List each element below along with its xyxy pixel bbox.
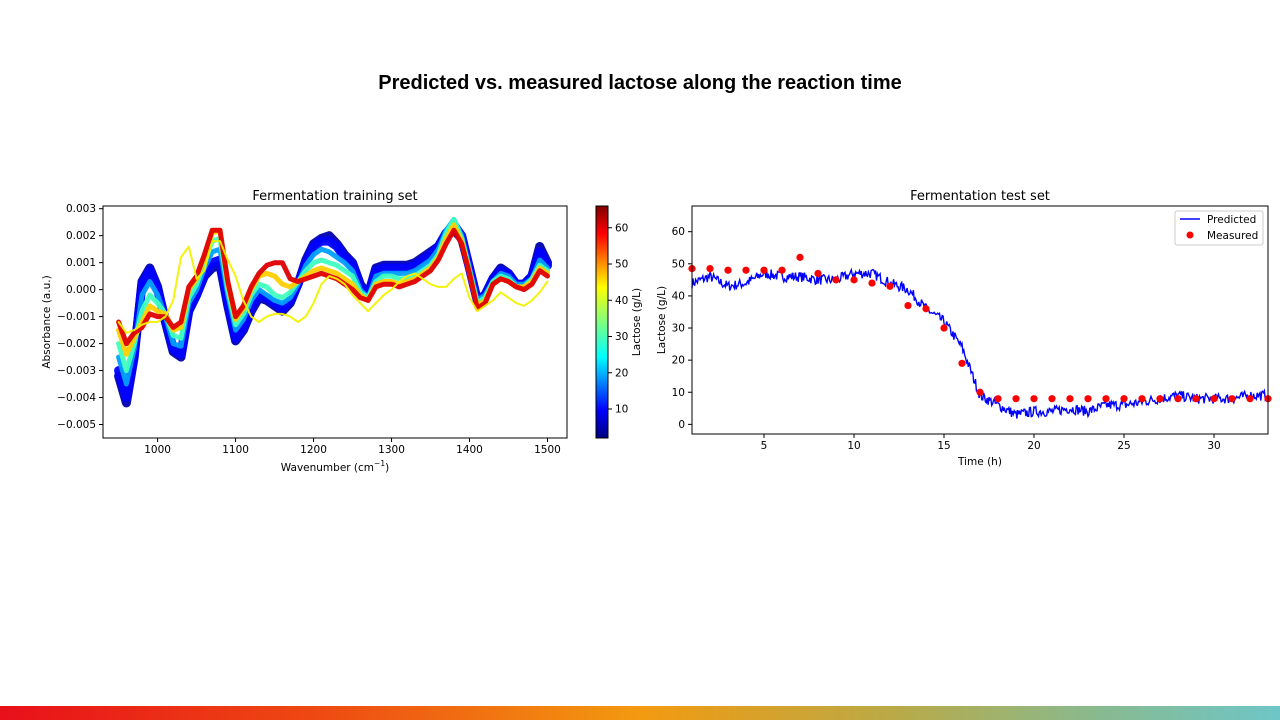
measured-point <box>940 324 948 332</box>
y-tick-label: 10 <box>672 387 685 399</box>
measured-point <box>886 282 894 290</box>
test-x-ticks: 5 10 15 20 25 30 <box>761 434 1221 452</box>
measured-point <box>760 266 768 274</box>
measured-point <box>778 266 786 274</box>
measured-point <box>868 279 876 287</box>
measured-point <box>1228 395 1236 403</box>
test-chart-title: Fermentation test set <box>910 189 1050 204</box>
y-tick-label: 60 <box>672 226 685 238</box>
colorbar-tick-label: 40 <box>615 295 628 307</box>
x-tick-label: 1100 <box>222 444 249 456</box>
y-tick-label: 0.002 <box>66 230 96 242</box>
measured-point <box>1102 395 1110 403</box>
test-y-axis-label: Lactose (g/L) <box>656 286 668 354</box>
y-tick-label: −0.002 <box>57 338 96 350</box>
training-x-ticks: 1000 1100 1200 1300 1400 1500 <box>144 438 561 456</box>
measured-point <box>976 388 984 396</box>
legend-measured-swatch <box>1186 231 1194 239</box>
y-tick-label: 0.001 <box>66 257 96 269</box>
measured-point <box>796 253 804 261</box>
x-tick-label: 1500 <box>534 444 561 456</box>
legend-measured-label: Measured <box>1207 230 1258 242</box>
spectra-lines <box>114 217 552 408</box>
x-tick-label: 1300 <box>378 444 405 456</box>
measured-point <box>1192 395 1200 403</box>
training-y-axis-label: Absorbance (a.u.) <box>41 275 53 368</box>
measured-point <box>922 305 930 313</box>
measured-point <box>832 276 840 284</box>
spectrum-line <box>117 240 549 334</box>
measured-point <box>1156 395 1164 403</box>
legend-predicted-label: Predicted <box>1207 214 1256 226</box>
x-tick-label: 30 <box>1207 440 1220 452</box>
test-y-ticks: 0 10 20 30 40 50 60 <box>672 226 692 431</box>
measured-point <box>904 301 912 310</box>
measured-point <box>1066 395 1074 403</box>
colorbar-ticks: 10 20 30 40 50 60 <box>608 222 628 416</box>
measured-point <box>1210 395 1218 403</box>
training-y-ticks: −0.005 −0.004 −0.003 −0.002 −0.001 0.000 0.001… <box>57 203 103 431</box>
slide-title: Predicted vs. measured lactose along the… <box>378 72 902 94</box>
y-tick-label: 20 <box>672 355 685 367</box>
lactose-colorbar <box>595 205 609 439</box>
test-plot-frame <box>691 205 1269 435</box>
measured-point <box>742 266 750 274</box>
x-tick-label: 15 <box>937 440 950 452</box>
x-tick-label: 5 <box>761 440 768 452</box>
test-legend: Predicted Measured <box>1174 210 1264 246</box>
footer-gradient-bar <box>0 706 1280 720</box>
y-tick-label: 0 <box>678 419 685 431</box>
x-tick-label: 1400 <box>456 444 483 456</box>
y-tick-label: 0.003 <box>66 203 96 215</box>
y-tick-label: −0.004 <box>57 392 96 404</box>
measured-point <box>1084 395 1092 403</box>
x-tick-label: 25 <box>1117 440 1130 452</box>
training-plot-frame <box>102 205 568 439</box>
measured-point <box>1048 395 1056 403</box>
y-tick-label: −0.001 <box>57 311 96 323</box>
x-tick-label: 20 <box>1027 440 1040 452</box>
measured-point <box>1174 395 1182 403</box>
y-tick-label: −0.005 <box>57 419 96 431</box>
y-tick-label: 30 <box>672 323 685 335</box>
colorbar-label: Lactose (g/L) <box>631 288 643 356</box>
y-tick-label: −0.003 <box>57 365 96 377</box>
measured-point <box>994 395 1002 403</box>
measured-point <box>1030 395 1038 403</box>
measured-point <box>1138 395 1146 403</box>
measured-point <box>958 359 966 367</box>
colorbar-tick-label: 60 <box>615 222 628 234</box>
training-chart-title: Fermentation training set <box>252 189 417 204</box>
x-tick-label: 1000 <box>144 444 171 456</box>
colorbar-tick-label: 30 <box>615 331 628 343</box>
x-tick-label: 1200 <box>300 444 327 456</box>
test-series <box>688 253 1272 419</box>
x-tick-label: 10 <box>847 440 860 452</box>
measured-point <box>1246 395 1254 403</box>
measured-point <box>1012 395 1020 403</box>
measured-point <box>814 269 822 278</box>
predicted-line <box>691 267 1269 419</box>
y-tick-label: 50 <box>672 258 685 270</box>
measured-point <box>1120 395 1128 403</box>
y-tick-label: 0.000 <box>66 284 96 296</box>
training-set-chart: Fermentation training set 1000 1100 1200 13… <box>41 189 643 474</box>
colorbar-tick-label: 20 <box>615 367 628 379</box>
test-set-chart: Fermentation test set 5 10 15 20 25 30 0 10 20 3… <box>656 189 1272 468</box>
colorbar-tick-label: 50 <box>615 259 628 271</box>
measured-point <box>850 276 858 284</box>
measured-point <box>724 266 732 274</box>
colorbar-tick-label: 10 <box>615 404 628 416</box>
y-tick-label: 40 <box>672 290 685 302</box>
measured-point <box>706 265 714 273</box>
training-x-axis-label: Wavenumber (cm−1) <box>281 459 389 474</box>
test-x-axis-label: Time (h) <box>957 456 1002 468</box>
